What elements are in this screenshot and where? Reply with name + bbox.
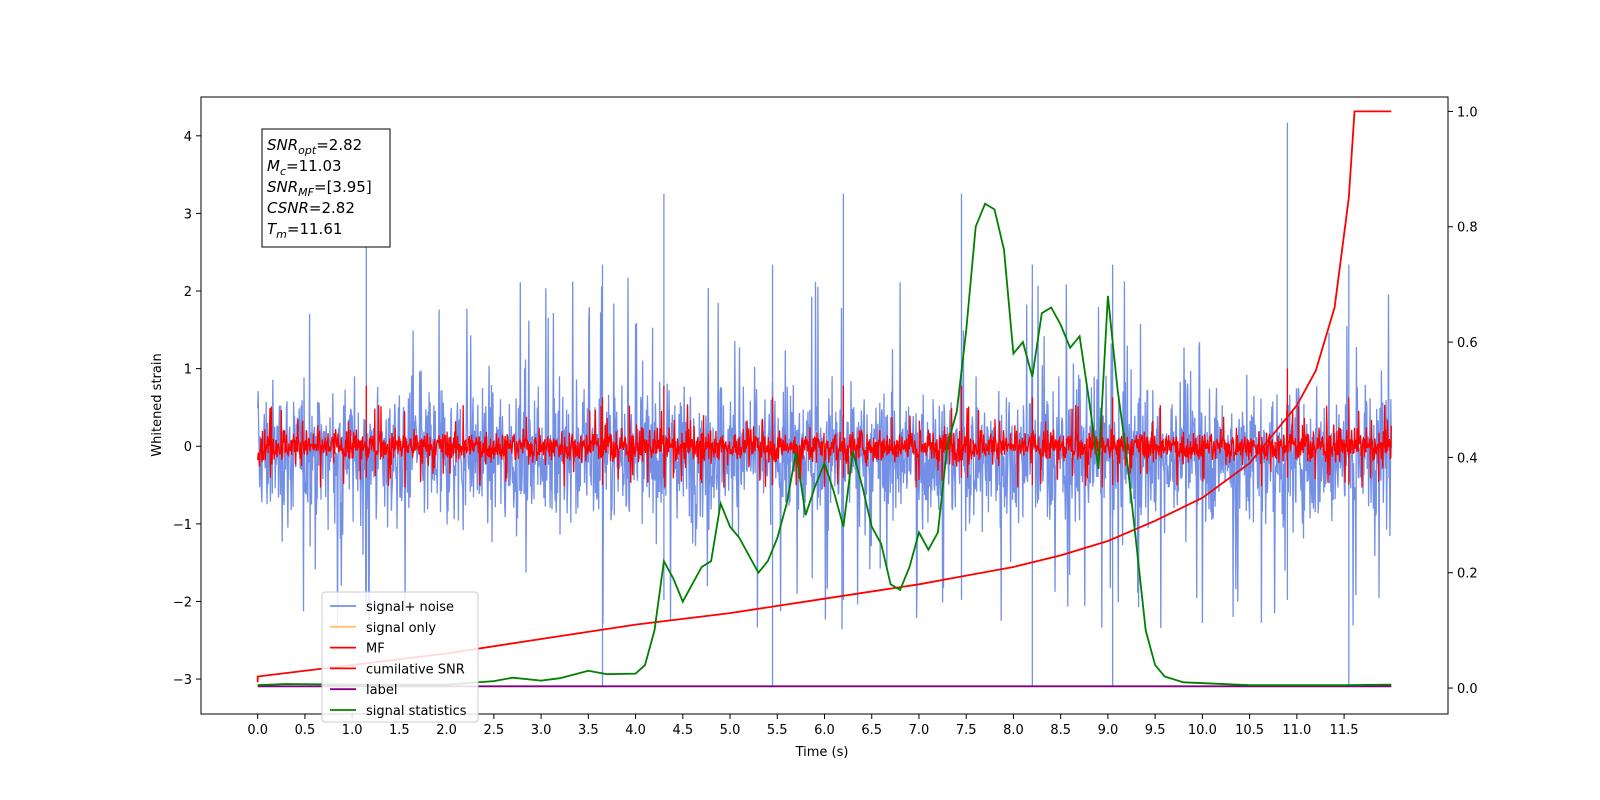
legend-label: signal only: [366, 621, 436, 636]
annotation-line: SNRMF=[3.95]: [267, 178, 372, 199]
x-tick-label: 9.0: [1098, 723, 1119, 738]
y-axis-label: Whitened strain: [150, 353, 165, 456]
x-tick-label: 11.0: [1282, 723, 1311, 738]
series-signal-statistics-line: [257, 202, 1392, 687]
x-tick-label: 1.5: [389, 723, 410, 738]
x-tick-label: 4.5: [672, 723, 693, 738]
x-tick-label: 11.5: [1330, 723, 1359, 738]
annotation-line: Tm=11.61: [267, 220, 342, 241]
x-tick-label: 3.0: [531, 723, 552, 738]
y2-tick-label: 0.0: [1457, 682, 1478, 697]
series-cumilative-snr-line: [256, 110, 1392, 683]
annotation-line: SNRopt=2.82: [267, 136, 362, 157]
y2-tick-label: 1.0: [1457, 105, 1478, 120]
y-axis: −3 −2 −1 0 1 2 3 4: [173, 130, 201, 688]
annotation-box: SNRopt=2.82Mc=11.03SNRMF=[3.95]CSNR=2.82…: [261, 128, 391, 248]
x-tick-label: 3.5: [578, 723, 599, 738]
x-tick-label: 9.5: [1145, 723, 1166, 738]
y2-tick-label: 0.8: [1457, 221, 1478, 236]
legend-label: label: [366, 683, 397, 698]
y-tick-label: 2: [184, 285, 192, 300]
y2-tick-label: 0.4: [1457, 451, 1478, 466]
legend-label: signal+ noise: [366, 600, 454, 615]
annotation-line: CSNR=2.82: [267, 199, 355, 217]
x-tick-label: 7.0: [909, 723, 930, 738]
legend-frame: [321, 591, 479, 723]
x-tick-label: 1.0: [342, 723, 363, 738]
x-axis-label: Time (s): [795, 745, 849, 760]
y-tick-label: −1: [173, 518, 192, 533]
x-tick-label: 7.5: [956, 723, 977, 738]
legend-label: MF: [366, 642, 385, 657]
annotation-line: Mc=11.03: [267, 157, 342, 178]
annotation-frame: [261, 128, 391, 248]
x-tick-label: 8.0: [1003, 723, 1024, 738]
x-tick-label: 6.0: [814, 723, 835, 738]
x-tick-label: 5.5: [767, 723, 788, 738]
y-tick-label: 4: [184, 130, 192, 145]
x-tick-label: 2.0: [436, 723, 457, 738]
x-tick-label: 2.5: [484, 723, 505, 738]
x-tick-label: 0.5: [295, 723, 316, 738]
y-tick-label: −2: [173, 595, 192, 610]
y2-tick-label: 0.6: [1457, 336, 1478, 351]
x-tick-label: 5.0: [720, 723, 741, 738]
y-tick-label: 0: [184, 440, 192, 455]
x-axis: 0.0 0.5 1.0 1.5 2.0 2.5 3.0 3.5 4.0 4.5 5.0 5.5 6.0 6…: [247, 714, 1359, 738]
y-tick-label: 1: [184, 363, 192, 378]
legend: signal+ noise signal only MF cumilative SNR…: [321, 591, 479, 723]
y-tick-label: 3: [184, 207, 192, 222]
x-tick-label: 10.0: [1188, 723, 1217, 738]
y-tick-label: −3: [173, 673, 192, 688]
x-tick-label: 4.0: [625, 723, 646, 738]
y2-tick-label: 0.2: [1457, 567, 1478, 582]
legend-label: cumilative SNR: [366, 662, 465, 677]
series-mf-line: [257, 404, 1392, 488]
x-tick-label: 6.5: [861, 723, 882, 738]
x-tick-label: 8.5: [1050, 723, 1071, 738]
legend-label: signal statistics: [366, 704, 467, 719]
x-tick-label: 0.0: [247, 723, 268, 738]
y2-axis: 0.0 0.2 0.4 0.6 0.8 1.0: [1448, 105, 1478, 697]
x-tick-label: 10.5: [1235, 723, 1264, 738]
